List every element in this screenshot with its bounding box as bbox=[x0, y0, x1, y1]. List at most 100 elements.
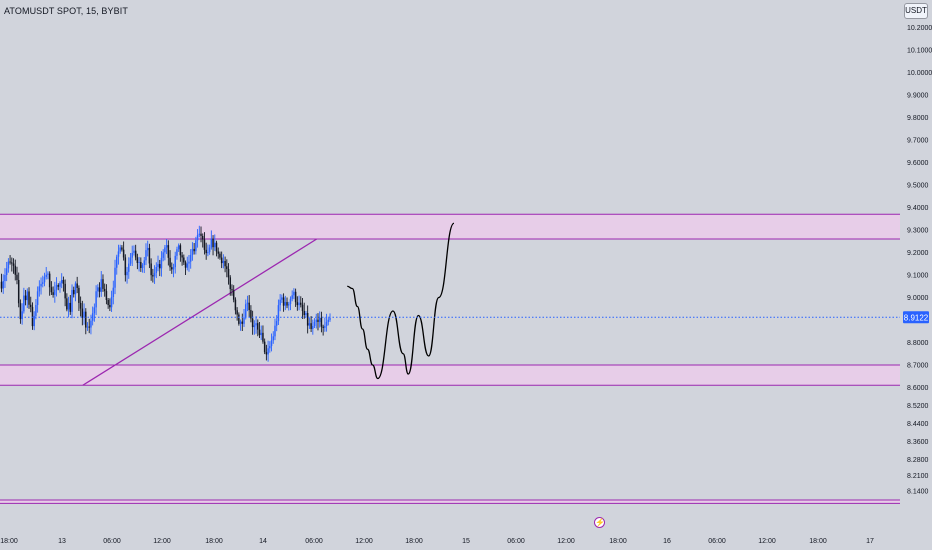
time-tick: 06:00 bbox=[103, 538, 121, 545]
price-tick: 9.6000 bbox=[907, 160, 929, 167]
candle-body bbox=[50, 287, 53, 293]
time-tick: 18:00 bbox=[405, 538, 423, 545]
candle-body bbox=[188, 261, 190, 264]
candle-body bbox=[274, 325, 276, 337]
candle-body bbox=[47, 273, 49, 275]
candle-body bbox=[220, 257, 223, 264]
candle-body bbox=[124, 257, 127, 276]
candle-body bbox=[29, 304, 32, 307]
candle-body bbox=[83, 311, 85, 318]
price-tick: 8.6000 bbox=[907, 385, 929, 392]
candle-body bbox=[183, 257, 185, 263]
time-tick: 06:00 bbox=[507, 538, 525, 545]
candle-body bbox=[9, 261, 11, 263]
candle-body bbox=[263, 341, 266, 353]
price-tick: 10.2000 bbox=[907, 25, 932, 32]
currency-button[interactable]: USDT bbox=[904, 3, 928, 19]
candle-body bbox=[172, 267, 175, 270]
candle-body bbox=[162, 252, 164, 258]
time-tick: 12:00 bbox=[355, 538, 373, 545]
candle-body bbox=[318, 317, 321, 322]
candle-body bbox=[28, 291, 30, 305]
trendline-layer bbox=[82, 238, 318, 386]
candle-body bbox=[95, 291, 97, 308]
candle-body bbox=[243, 317, 245, 324]
time-axis: 18:00 13 06:00 12:00 18:00 14 06:00 12:00 18:00 1… bbox=[0, 538, 874, 545]
time-tick: 18:00 bbox=[609, 538, 627, 545]
candle-body bbox=[298, 302, 300, 306]
price-tick: 9.0000 bbox=[907, 295, 929, 302]
candle-body bbox=[5, 268, 8, 276]
candle-body bbox=[24, 295, 27, 301]
candle-body bbox=[145, 250, 147, 261]
candle-body bbox=[52, 292, 54, 295]
candle-body bbox=[131, 252, 133, 258]
candle-body bbox=[189, 254, 192, 262]
candle-body bbox=[100, 279, 103, 292]
candle-body bbox=[282, 297, 285, 306]
last-price-label: 8.9122 bbox=[904, 313, 929, 322]
candle-body bbox=[16, 274, 18, 280]
price-tick: 9.1000 bbox=[907, 273, 929, 280]
candle-body bbox=[205, 249, 207, 254]
candle-body bbox=[40, 283, 42, 287]
candle-body bbox=[303, 311, 305, 316]
candle-body bbox=[42, 282, 44, 284]
candle-body bbox=[210, 238, 213, 248]
candle-body bbox=[203, 239, 206, 250]
candle-body bbox=[232, 290, 235, 300]
candle-body bbox=[324, 326, 326, 328]
time-tick: 06:00 bbox=[708, 538, 726, 545]
lightning-icon[interactable]: ⚡ bbox=[594, 517, 605, 528]
time-tick: 18:00 bbox=[205, 538, 223, 545]
candle-body bbox=[246, 302, 249, 305]
candle-body bbox=[184, 262, 187, 268]
candle-body bbox=[4, 275, 6, 282]
time-tick: 18:00 bbox=[0, 538, 18, 545]
candle-body bbox=[257, 323, 259, 330]
candle-body bbox=[126, 271, 128, 276]
candle-body bbox=[119, 247, 121, 252]
candle-body bbox=[122, 249, 125, 258]
time-tick: 17 bbox=[866, 538, 874, 545]
projection-path bbox=[347, 222, 455, 380]
symbol-title: ATOMUSDT SPOT, 15, BYBIT bbox=[4, 6, 128, 16]
candle-body bbox=[140, 262, 142, 268]
price-tick: 8.7000 bbox=[907, 363, 929, 370]
candle-body bbox=[279, 299, 281, 306]
candle-body bbox=[238, 314, 240, 324]
candle-body bbox=[91, 313, 94, 321]
support-zone bbox=[0, 365, 900, 386]
candle-body bbox=[315, 319, 318, 322]
time-tick: 06:00 bbox=[305, 538, 323, 545]
candle-body bbox=[291, 295, 293, 299]
candle-body bbox=[222, 261, 225, 264]
candle-body bbox=[81, 308, 84, 318]
candle-body bbox=[43, 276, 46, 283]
candle-body bbox=[308, 323, 311, 326]
candle-body bbox=[76, 283, 78, 288]
candle-body bbox=[244, 304, 247, 318]
bottom-band-zone bbox=[0, 500, 900, 504]
candle-body bbox=[322, 326, 324, 328]
candle-body bbox=[86, 326, 89, 328]
candle-body bbox=[103, 288, 106, 292]
price-tick: 9.9000 bbox=[907, 93, 929, 100]
candle-body bbox=[69, 302, 72, 312]
candle-body bbox=[306, 313, 309, 326]
candle-body bbox=[171, 267, 173, 270]
price-tick: 9.7000 bbox=[907, 138, 929, 145]
candle-body bbox=[11, 262, 13, 264]
time-tick: 12:00 bbox=[758, 538, 776, 545]
candle-body bbox=[155, 267, 158, 273]
candle-body bbox=[93, 307, 96, 314]
candle-body bbox=[179, 245, 182, 256]
price-tick: 10.1000 bbox=[907, 48, 932, 55]
last-price-tag bbox=[903, 311, 929, 324]
candle-body bbox=[14, 265, 17, 275]
candle-body bbox=[312, 325, 314, 329]
candle-body bbox=[0, 281, 3, 289]
candle-body bbox=[98, 287, 101, 292]
candle-body bbox=[262, 332, 264, 342]
